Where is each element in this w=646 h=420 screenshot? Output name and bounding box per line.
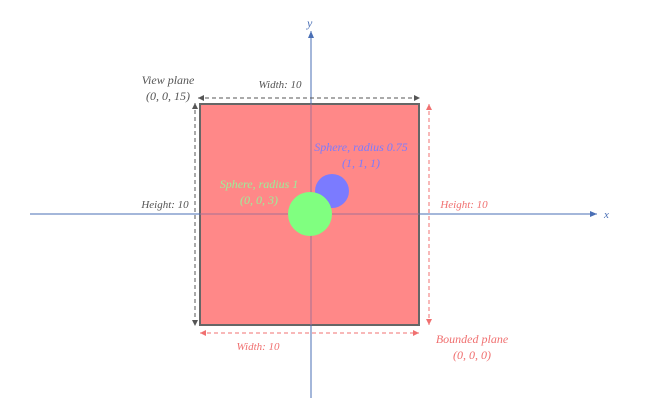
view-plane-title: View plane: [142, 73, 195, 87]
view-plane-width-label: Width: 10: [258, 79, 302, 91]
sphere-green: [288, 192, 332, 236]
sphere-blue-coords: (1, 1, 1): [342, 156, 380, 170]
y-axis-label: y: [306, 16, 313, 30]
bounded-plane-height-label: Height: 10: [439, 199, 488, 211]
sphere-green-title: Sphere, radius 1: [220, 177, 299, 191]
sphere-blue-title: Sphere, radius 0.75: [314, 140, 408, 154]
bounded-plane-coords: (0, 0, 0): [453, 348, 491, 362]
sphere-green-coords: (0, 0, 3): [240, 193, 278, 207]
bounded-plane-title: Bounded plane: [436, 332, 509, 346]
x-axis-label: x: [603, 209, 609, 221]
bounded-plane-width-label: Width: 10: [236, 341, 280, 353]
view-plane-height-label: Height: 10: [140, 199, 189, 211]
view-plane-coords: (0, 0, 15): [146, 89, 190, 103]
